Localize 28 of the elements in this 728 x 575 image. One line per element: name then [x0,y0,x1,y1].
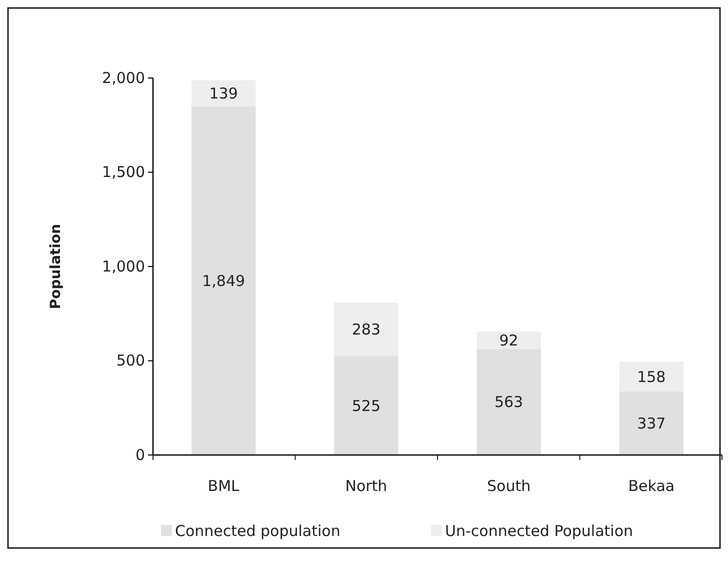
bar [192,106,256,455]
bar [619,362,684,392]
bar [334,302,398,356]
data-label: 563 [494,393,524,412]
data-label: 139 [209,84,238,103]
y-tick-label: 1,500 [102,163,145,182]
x-tick-label: BML [208,477,240,495]
bar [476,332,541,349]
bar [476,348,541,455]
data-label: 525 [352,396,381,415]
data-label: 92 [499,331,518,350]
data-label: 1,849 [202,272,246,290]
x-tick-label: Bekaa [628,477,675,495]
legend-label: Un-connected Population [445,522,634,540]
data-label: 337 [637,414,666,432]
data-label: 158 [637,368,666,386]
bar [619,391,684,455]
y-tick-label: 1,000 [102,257,145,276]
y-tick-label: 0 [135,446,145,464]
x-tick-label: South [487,477,531,495]
bar [192,80,256,106]
data-label: 283 [352,320,381,339]
y-axis-title: Population [48,224,64,310]
y-tick-label: 2,000 [102,68,145,87]
x-tick-label: North [345,477,388,495]
y-tick-label: 500 [116,352,145,370]
legend-label: Connected population [175,522,340,540]
bar [334,356,398,455]
